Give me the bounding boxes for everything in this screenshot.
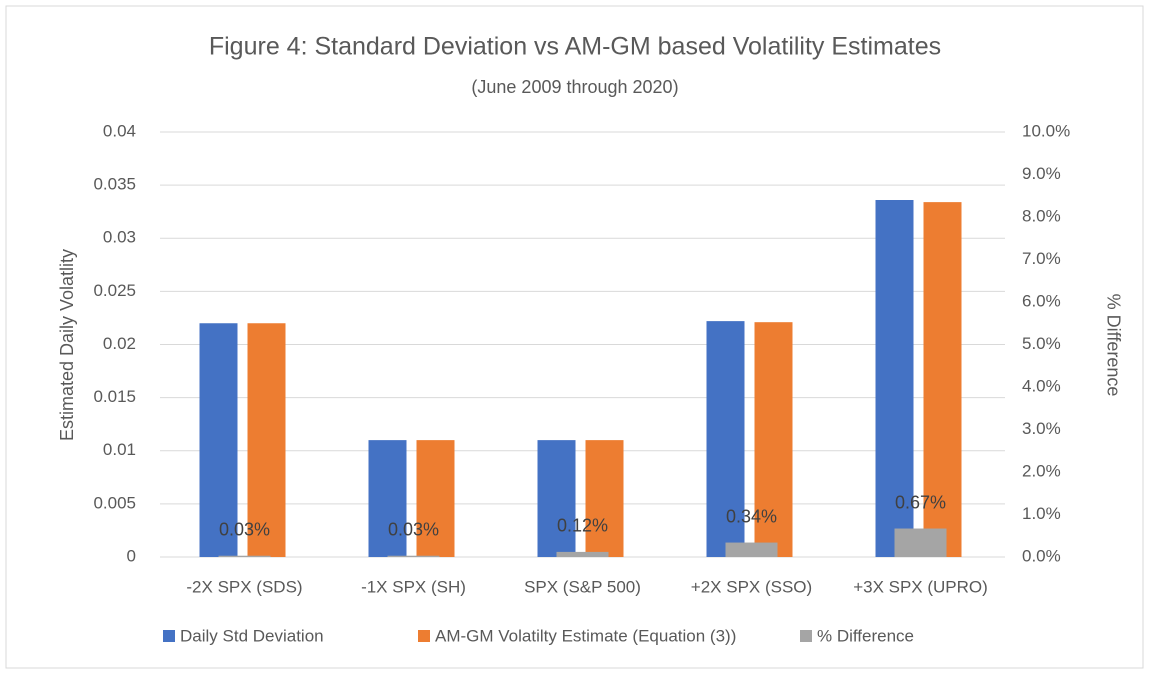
y-tick-label: 0.04 bbox=[103, 121, 136, 140]
chart-subtitle: (June 2009 through 2020) bbox=[471, 77, 678, 97]
bar bbox=[923, 202, 962, 557]
legend-label: % Difference bbox=[817, 626, 914, 645]
y-tick-label: 0 bbox=[127, 546, 136, 565]
y2-axis-title: % Difference bbox=[1103, 294, 1123, 397]
bar bbox=[416, 440, 455, 557]
y-tick-label: 0.035 bbox=[93, 175, 136, 194]
bar bbox=[537, 440, 576, 557]
legend-swatch bbox=[418, 630, 430, 642]
x-tick-label: SPX (S&P 500) bbox=[524, 577, 641, 596]
data-label: 0.03% bbox=[388, 519, 439, 539]
bar bbox=[585, 440, 624, 557]
y2-tick-label: 0.0% bbox=[1022, 546, 1061, 565]
bar bbox=[725, 542, 778, 557]
bar bbox=[556, 551, 609, 557]
y-axis-title: Estimated Daily Volatlity bbox=[57, 249, 77, 441]
bar bbox=[754, 322, 793, 557]
x-tick-label: +2X SPX (SSO) bbox=[691, 577, 812, 596]
bar bbox=[368, 440, 407, 557]
bar bbox=[894, 528, 947, 557]
y2-tick-label: 9.0% bbox=[1022, 164, 1061, 183]
legend-label: Daily Std Deviation bbox=[180, 626, 324, 645]
y-tick-label: 0.02 bbox=[103, 334, 136, 353]
data-label: 0.67% bbox=[895, 492, 946, 512]
y2-tick-label: 8.0% bbox=[1022, 206, 1061, 225]
y-tick-label: 0.025 bbox=[93, 281, 136, 300]
bar bbox=[875, 200, 914, 557]
bar bbox=[218, 555, 271, 557]
y2-tick-label: 3.0% bbox=[1022, 419, 1061, 438]
bar bbox=[199, 323, 238, 557]
y2-tick-label: 6.0% bbox=[1022, 291, 1061, 310]
y2-tick-label: 10.0% bbox=[1022, 121, 1070, 140]
bar bbox=[706, 321, 745, 557]
chart-title: Figure 4: Standard Deviation vs AM-GM ba… bbox=[209, 33, 941, 61]
bar bbox=[387, 555, 440, 557]
y2-tick-label: 4.0% bbox=[1022, 376, 1061, 395]
y2-tick-label: 7.0% bbox=[1022, 249, 1061, 268]
x-tick-label: -2X SPX (SDS) bbox=[186, 577, 302, 596]
legend-swatch bbox=[800, 630, 812, 642]
data-label: 0.12% bbox=[557, 516, 608, 536]
y-tick-label: 0.01 bbox=[103, 440, 136, 459]
y2-tick-label: 2.0% bbox=[1022, 461, 1061, 480]
chart-border bbox=[5, 5, 1144, 669]
x-tick-label: -1X SPX (SH) bbox=[361, 577, 466, 596]
x-tick-label: +3X SPX (UPRO) bbox=[853, 577, 988, 596]
data-label: 0.03% bbox=[219, 519, 270, 539]
y-tick-label: 0.015 bbox=[93, 387, 136, 406]
y-tick-label: 0.03 bbox=[103, 228, 136, 247]
legend-label: AM-GM Volatilty Estimate (Equation (3)) bbox=[435, 626, 736, 645]
y2-tick-label: 5.0% bbox=[1022, 334, 1061, 353]
data-label: 0.34% bbox=[726, 506, 777, 526]
y-tick-label: 0.005 bbox=[93, 493, 136, 512]
bar bbox=[247, 323, 286, 557]
legend-swatch bbox=[163, 630, 175, 642]
y2-tick-label: 1.0% bbox=[1022, 504, 1061, 523]
